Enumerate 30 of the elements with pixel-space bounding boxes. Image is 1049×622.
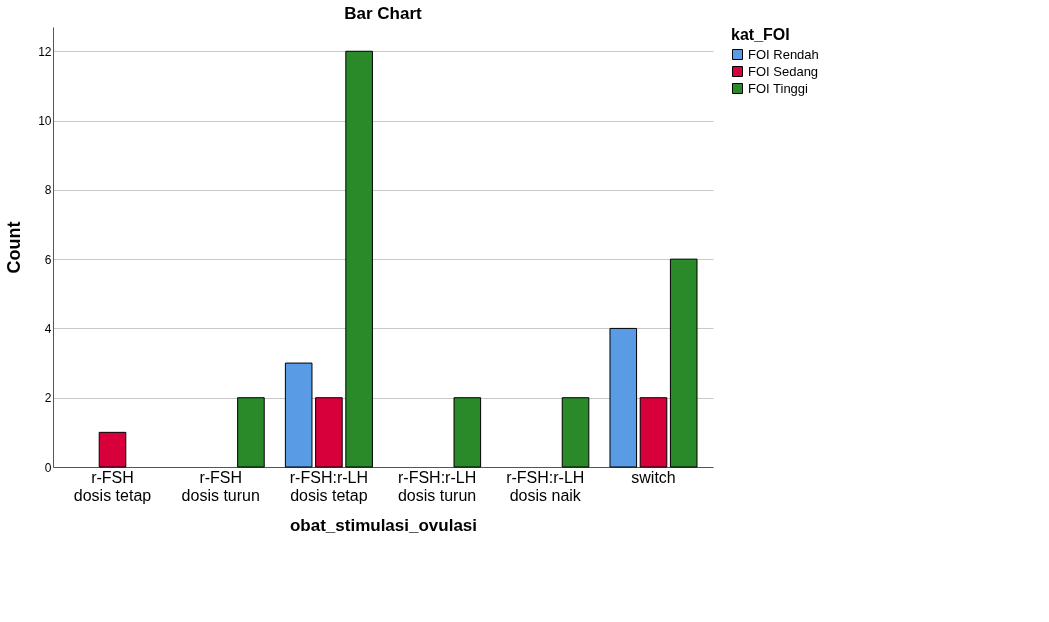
y-tick-label: 6 bbox=[44, 252, 52, 267]
bar bbox=[669, 258, 698, 468]
y-tick-label: 2 bbox=[44, 391, 52, 406]
x-tick-label: r-FSH dosis turun bbox=[181, 468, 260, 504]
legend-label: FOI Rendah bbox=[748, 46, 819, 62]
x-tick-label: r-FSH dosis tetap bbox=[73, 468, 152, 504]
y-tick-label: 10 bbox=[38, 114, 52, 129]
bar bbox=[98, 431, 127, 468]
legend-title: kat_FOI bbox=[731, 26, 790, 43]
x-tick-label: r-FSH:r-LH dosis turun bbox=[397, 468, 477, 504]
y-tick-label: 0 bbox=[44, 460, 52, 475]
y-tick-label: 4 bbox=[44, 321, 52, 336]
y-axis-title: Count bbox=[4, 221, 25, 274]
y-tick-label: 8 bbox=[44, 183, 52, 198]
x-tick-label: r-FSH:r-LH dosis tetap bbox=[289, 468, 369, 504]
bar bbox=[345, 50, 373, 468]
bar bbox=[639, 397, 668, 468]
bar bbox=[284, 362, 313, 468]
legend-label: FOI Tinggi bbox=[748, 80, 809, 96]
bar bbox=[315, 397, 343, 468]
chart-title: Bar Chart bbox=[344, 4, 423, 23]
x-tick-label: r-FSH:r-LH dosis naik bbox=[506, 468, 585, 504]
bar bbox=[453, 397, 482, 468]
legend-label: FOI Sedang bbox=[748, 63, 819, 79]
bar bbox=[609, 327, 638, 468]
bar bbox=[237, 397, 265, 468]
x-axis-title: obat_stimulasi_ovulasi bbox=[289, 515, 478, 535]
x-tick-label: switch bbox=[631, 468, 676, 486]
bar bbox=[561, 397, 590, 468]
y-tick-label: 12 bbox=[38, 44, 52, 59]
